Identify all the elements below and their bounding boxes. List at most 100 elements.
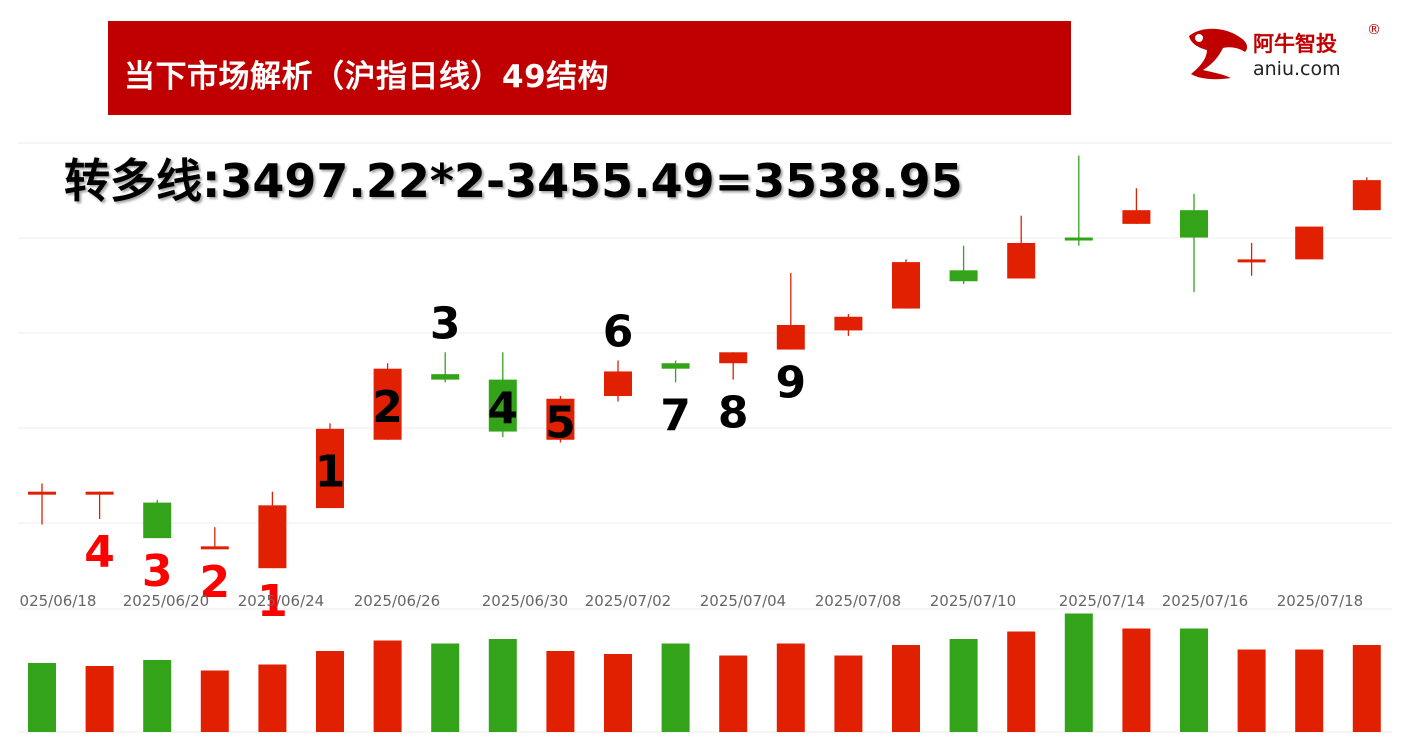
volume-bar — [661, 643, 690, 732]
volume-bar — [1122, 628, 1151, 732]
candle — [834, 314, 863, 336]
wave-label: 9 — [775, 358, 806, 409]
candle-body — [1237, 259, 1266, 263]
candle — [604, 360, 632, 402]
candle-body — [661, 363, 690, 369]
candle-body — [373, 368, 402, 440]
x-axis-dates: 025/06/18 2025/06/20 2025/06/24 2025/06/26 2… — [20, 592, 1364, 610]
x-tick-label: 2025/07/04 — [700, 592, 786, 610]
candle-body — [1295, 226, 1324, 260]
volume-bars — [28, 613, 1381, 732]
brand-logo: 阿牛智投 aniu.com ® — [1183, 22, 1383, 86]
wave-label: 8 — [718, 388, 749, 439]
wave-label: 3 — [430, 298, 461, 349]
wave-label: 1 — [257, 576, 288, 627]
candles — [28, 155, 1381, 569]
x-tick-label: 2025/07/08 — [815, 592, 901, 610]
wave-label: 6 — [603, 306, 634, 357]
candle-body — [1180, 210, 1208, 238]
wave-label: 4 — [487, 384, 518, 435]
candle-body — [1064, 237, 1093, 241]
title-banner: 当下市场解析（沪指日线）49结构 — [108, 21, 1071, 115]
wave-label: 2 — [372, 382, 403, 433]
wave-label: 7 — [660, 390, 691, 441]
volume-bar — [1180, 628, 1208, 732]
candle-body — [892, 262, 920, 309]
volume-bar — [85, 666, 114, 732]
x-tick-label: 2025/07/16 — [1162, 592, 1248, 610]
candle — [1007, 215, 1036, 279]
wave-label: 3 — [142, 546, 173, 597]
volume-bar — [892, 645, 920, 732]
logo-domain-text: aniu.com — [1253, 58, 1341, 80]
volume-bar — [488, 639, 517, 732]
candle — [546, 396, 575, 443]
candle-body — [546, 398, 575, 440]
candle-body — [28, 491, 56, 495]
candle-body — [258, 505, 287, 569]
candle-body — [431, 374, 460, 380]
wave-label: 5 — [545, 397, 576, 448]
volume-bar — [373, 640, 402, 732]
bull-line-formula: 转多线:3497.22*2-3455.49=3538.95 — [64, 154, 963, 208]
chart-grid — [18, 142, 1392, 733]
x-tick-label: 2025/06/20 — [123, 592, 209, 610]
x-tick-label: 2025/06/30 — [482, 592, 568, 610]
logo-chinese-text: 阿牛智投 — [1253, 32, 1337, 56]
wave-label: 2 — [199, 557, 230, 608]
candle — [431, 352, 460, 383]
candle-body — [719, 352, 748, 364]
candle — [488, 352, 517, 438]
page-title: 当下市场解析（沪指日线）49结构 — [124, 59, 610, 95]
candle-body — [488, 379, 517, 432]
candle — [1237, 242, 1266, 276]
volume-bar — [431, 643, 460, 732]
registered-mark: ® — [1367, 22, 1381, 38]
volume-bar — [719, 655, 748, 732]
x-tick-label: 2025/07/02 — [585, 592, 671, 610]
volume-bar — [604, 654, 632, 732]
x-tick-label: 2025/07/14 — [1059, 592, 1145, 610]
candle — [1352, 177, 1381, 211]
candle-body — [834, 316, 863, 331]
volume-bar — [316, 651, 344, 732]
candle — [28, 483, 56, 525]
candle — [1122, 188, 1151, 224]
candle-body — [1007, 242, 1036, 279]
volume-bar — [28, 663, 56, 732]
volume-bar — [949, 639, 978, 732]
volume-bar — [1295, 649, 1324, 732]
volume-bar — [1064, 613, 1093, 732]
volume-bar — [834, 655, 863, 732]
wave-label: 4 — [84, 527, 115, 578]
candle — [1064, 155, 1093, 246]
candle — [1180, 193, 1208, 293]
volume-bar — [200, 670, 229, 732]
volume-bar — [776, 643, 805, 732]
bull-logo-icon — [1189, 28, 1248, 80]
volume-bar — [1352, 645, 1381, 732]
candle — [316, 423, 344, 509]
candle-body — [949, 270, 978, 282]
candle — [258, 491, 287, 569]
candle-body — [143, 502, 172, 539]
candle-body — [604, 371, 632, 397]
x-tick-label: 2025/06/26 — [354, 592, 440, 610]
candle — [776, 273, 805, 350]
volume-bar — [143, 660, 172, 732]
candle — [373, 363, 402, 440]
candle — [949, 245, 978, 284]
candle-body — [200, 546, 229, 550]
x-tick-label: 025/06/18 — [20, 592, 97, 610]
x-tick-label: 2025/07/18 — [1277, 592, 1363, 610]
candle-body — [1122, 210, 1151, 224]
candle-body — [1352, 180, 1381, 211]
candle — [892, 259, 920, 309]
wave-label: 1 — [315, 446, 346, 497]
candle-body — [776, 324, 805, 350]
candle — [1295, 226, 1324, 260]
candle-body — [316, 428, 344, 509]
volume-bar — [1007, 631, 1036, 732]
